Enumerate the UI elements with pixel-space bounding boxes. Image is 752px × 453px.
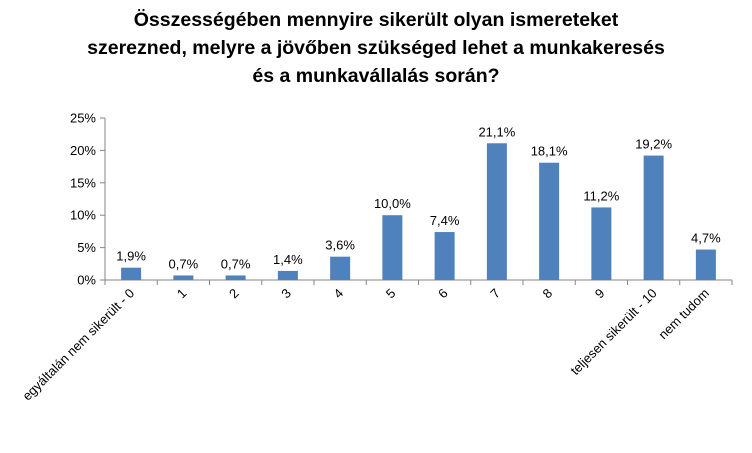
x-tick-label: teljesen sikerült - 10 (567, 286, 659, 378)
data-label: 0,7% (169, 256, 199, 271)
x-tick-label: egyáltalán nem sikerült - 0 (19, 286, 137, 404)
data-label: 1,4% (273, 252, 303, 267)
y-tick-label: 0% (77, 273, 96, 288)
x-tick-label: 3 (278, 286, 294, 302)
data-label: 11,2% (583, 188, 619, 203)
x-tick-label: 9 (592, 286, 608, 302)
data-label: 1,9% (116, 249, 146, 264)
data-label: 18,1% (531, 144, 568, 159)
chart-title-line: szerezned, melyre a jövőben szükséged le… (87, 37, 665, 59)
y-tick-label: 15% (70, 175, 96, 190)
bar (643, 155, 664, 280)
bar (539, 162, 560, 280)
bar (486, 143, 507, 280)
bar (382, 215, 403, 280)
x-tick-label: 4 (331, 286, 347, 302)
data-label: 10,0% (374, 196, 411, 211)
chart-title: Összességében mennyire sikerült olyan is… (0, 6, 752, 90)
bar (695, 249, 716, 280)
data-label: 3,6% (325, 238, 355, 253)
data-label: 7,4% (430, 213, 460, 228)
y-tick-label: 5% (77, 240, 96, 255)
x-tick-label: 6 (435, 286, 451, 302)
bar (277, 270, 298, 280)
y-tick-label: 20% (70, 143, 96, 158)
x-tick-label: nem tudom (655, 286, 712, 343)
bar (173, 275, 194, 280)
y-tick-label: 10% (70, 208, 96, 223)
chart-title-line: Összességében mennyire sikerült olyan is… (133, 9, 619, 31)
x-tick-label: 1 (174, 286, 190, 302)
x-tick-label: 5 (383, 286, 399, 302)
data-label: 0,7% (221, 256, 251, 271)
data-label: 21,1% (478, 124, 515, 139)
bar (434, 232, 455, 280)
bar (330, 256, 351, 280)
data-label: 4,7% (691, 231, 721, 246)
x-tick-label: 7 (487, 286, 503, 302)
bar (121, 267, 142, 280)
bar (225, 275, 246, 280)
data-label: 19,2% (635, 137, 672, 152)
x-tick-label: 8 (540, 286, 556, 302)
chart-title-line: és a munkavállalás során? (252, 65, 500, 87)
x-tick-label: 2 (226, 286, 242, 302)
bar (591, 207, 612, 280)
y-tick-label: 25% (70, 111, 96, 126)
